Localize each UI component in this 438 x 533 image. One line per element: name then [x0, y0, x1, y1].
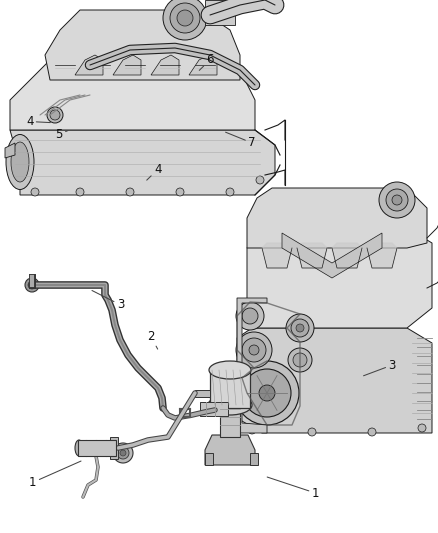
Circle shape: [226, 188, 234, 196]
Polygon shape: [262, 243, 292, 268]
Circle shape: [177, 10, 193, 26]
Polygon shape: [237, 328, 432, 433]
Bar: [250, 453, 258, 465]
Circle shape: [31, 188, 39, 196]
Circle shape: [236, 332, 272, 368]
Bar: [110, 437, 118, 459]
Circle shape: [176, 188, 184, 196]
Circle shape: [117, 447, 129, 459]
Circle shape: [256, 176, 264, 184]
Circle shape: [286, 314, 314, 342]
Text: 5: 5: [56, 128, 68, 141]
Bar: [205, 453, 213, 465]
Bar: [220, 405, 240, 437]
Circle shape: [379, 182, 415, 218]
Circle shape: [368, 428, 376, 436]
Bar: [200, 402, 228, 416]
Text: 4: 4: [26, 115, 50, 128]
Polygon shape: [195, 390, 210, 397]
Circle shape: [296, 324, 304, 332]
Circle shape: [170, 3, 200, 33]
Polygon shape: [151, 55, 179, 75]
Ellipse shape: [75, 440, 83, 456]
Polygon shape: [282, 233, 382, 278]
Circle shape: [25, 278, 39, 292]
Text: 4: 4: [147, 163, 162, 180]
Polygon shape: [205, 435, 255, 465]
Polygon shape: [113, 55, 141, 75]
Circle shape: [120, 450, 126, 456]
Ellipse shape: [6, 134, 34, 190]
Polygon shape: [45, 10, 240, 80]
Circle shape: [50, 110, 60, 120]
Bar: [210, 370, 250, 408]
Bar: [78, 440, 116, 456]
Bar: [205, 0, 235, 25]
Polygon shape: [237, 298, 267, 433]
Polygon shape: [75, 55, 103, 75]
Polygon shape: [332, 243, 362, 268]
Circle shape: [28, 281, 36, 289]
Text: 3: 3: [92, 290, 124, 311]
Circle shape: [47, 107, 63, 123]
Circle shape: [235, 361, 299, 425]
Polygon shape: [367, 243, 397, 268]
Circle shape: [242, 308, 258, 324]
Text: 6: 6: [199, 53, 214, 70]
Circle shape: [113, 443, 133, 463]
Circle shape: [248, 426, 256, 434]
Circle shape: [126, 188, 134, 196]
Polygon shape: [5, 143, 15, 158]
Text: 1: 1: [29, 461, 81, 489]
Circle shape: [392, 195, 402, 205]
Text: 7: 7: [226, 132, 256, 149]
Ellipse shape: [11, 142, 29, 182]
Text: 3: 3: [364, 359, 396, 376]
Circle shape: [308, 428, 316, 436]
Circle shape: [242, 338, 266, 362]
Circle shape: [418, 424, 426, 432]
Circle shape: [249, 345, 259, 355]
Circle shape: [243, 369, 291, 417]
Ellipse shape: [208, 395, 252, 415]
Polygon shape: [247, 188, 427, 248]
Polygon shape: [297, 243, 327, 268]
Polygon shape: [10, 60, 255, 130]
Text: 1: 1: [267, 477, 319, 499]
Circle shape: [236, 302, 264, 330]
Circle shape: [76, 188, 84, 196]
Circle shape: [288, 348, 312, 372]
Circle shape: [163, 0, 207, 40]
Polygon shape: [10, 130, 275, 195]
Polygon shape: [247, 228, 432, 328]
Circle shape: [291, 319, 309, 337]
Circle shape: [386, 189, 408, 211]
Polygon shape: [189, 55, 217, 75]
Text: 2: 2: [147, 330, 158, 349]
Circle shape: [259, 385, 275, 401]
Ellipse shape: [209, 361, 251, 379]
Circle shape: [293, 353, 307, 367]
